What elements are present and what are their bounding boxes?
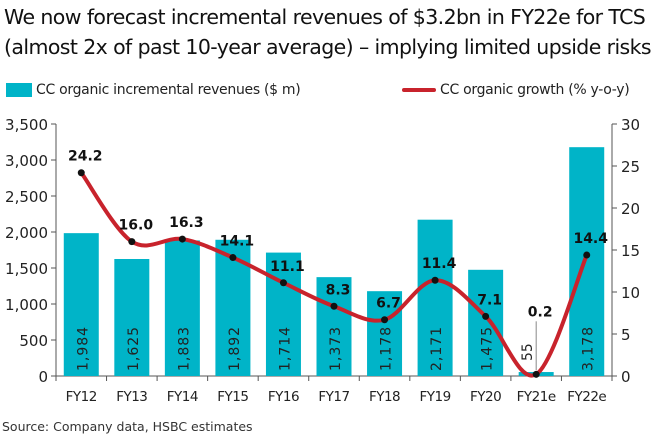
right-tick-label: 15 [621, 242, 640, 260]
bar [417, 219, 453, 376]
growth-value-label: 11.4 [422, 256, 457, 272]
growth-value-label: 14.1 [220, 234, 255, 250]
right-tick-label: 30 [621, 116, 640, 134]
growth-value-label: 16.0 [119, 218, 154, 234]
growth-point [482, 312, 490, 320]
bar [316, 277, 352, 376]
growth-value-label: 6.7 [376, 296, 401, 312]
bar [468, 269, 504, 376]
right-tick-label: 25 [621, 158, 640, 176]
legend-bar-swatch [6, 83, 32, 97]
growth-point [431, 276, 439, 284]
legend-bar: CC organic incremental revenues ($ m) [6, 82, 301, 98]
bar [265, 252, 301, 376]
chart-title: We now forecast incremental revenues of … [4, 2, 652, 62]
bar-value-label: 1,625 [126, 326, 142, 371]
growth-line [79, 170, 589, 378]
title-line-2: (almost 2x of past 10-year average) – im… [4, 35, 652, 59]
bar-value-label: 1,475 [480, 326, 496, 371]
growth-point [77, 169, 85, 177]
left-tick-label: 2,500 [5, 188, 48, 206]
bar-value-label: 2,171 [429, 326, 445, 371]
x-tick-label: FY22e [567, 389, 606, 405]
x-tick-label: FY17 [318, 389, 349, 405]
x-tick-label: FY18 [369, 389, 400, 405]
right-tick-label: 10 [621, 284, 640, 302]
growth-point [128, 238, 136, 246]
bar-value-label: 1,178 [379, 326, 395, 371]
growth-value-label: 0.2 [528, 304, 553, 320]
x-tick-label: FY13 [116, 389, 147, 405]
legend-bar-label: CC organic incremental revenues ($ m) [36, 82, 301, 98]
x-tick-label: FY16 [268, 389, 299, 405]
growth-value-label: 16.3 [169, 215, 204, 231]
title-line-1: We now forecast incremental revenues of … [4, 5, 646, 29]
left-tick-label: 500 [19, 332, 48, 350]
bar [164, 240, 200, 376]
growth-value-label: 8.3 [326, 282, 351, 298]
growth-value-label: 11.1 [270, 259, 305, 275]
left-tick-label: 3,000 [5, 152, 48, 170]
bar-value-label: 55 [520, 343, 536, 361]
growth-point [279, 279, 287, 287]
bar [367, 291, 403, 376]
bar [569, 147, 605, 376]
legend-line-label: CC organic growth (% y-o-y) [440, 82, 630, 98]
x-tick-label: FY15 [217, 389, 248, 405]
growth-point [229, 254, 237, 262]
bar [114, 259, 150, 376]
left-tick-label: 1,500 [5, 260, 48, 278]
x-tick-label: FY19 [419, 389, 450, 405]
left-tick-label: 2,000 [5, 224, 48, 242]
x-tick-label: FY20 [470, 389, 501, 405]
x-tick-label: FY14 [167, 389, 198, 405]
growth-point [381, 316, 389, 324]
left-tick-label: 3,500 [5, 116, 48, 134]
growth-point [532, 370, 540, 378]
bar-value-label: 1,883 [176, 326, 192, 371]
legend-line-swatch [402, 88, 436, 92]
left-tick-label: 0 [38, 368, 48, 386]
bar-value-label: 1,714 [277, 326, 293, 371]
growth-value-label: 14.4 [573, 231, 608, 247]
left-tick-label: 1,000 [5, 296, 48, 314]
x-tick-label: FY12 [66, 389, 97, 405]
source-note: Source: Company data, HSBC estimates [2, 419, 253, 434]
bar [63, 233, 99, 376]
bar-value-label: 1,373 [328, 326, 344, 371]
growth-point [178, 235, 186, 243]
right-tick-label: 0 [621, 368, 631, 386]
growth-point [330, 302, 338, 310]
right-tick-label: 20 [621, 200, 640, 218]
x-tick-label: FY21e [517, 389, 556, 405]
bar-value-label: 1,984 [75, 326, 91, 371]
bar-value-label: 1,892 [227, 326, 243, 371]
bar-value-label: 3,178 [581, 326, 597, 371]
growth-point [583, 251, 591, 259]
legend-line: CC organic growth (% y-o-y) [402, 82, 630, 98]
right-tick-label: 5 [621, 326, 631, 344]
growth-value-label: 24.2 [68, 149, 103, 165]
growth-value-label: 7.1 [477, 292, 502, 308]
